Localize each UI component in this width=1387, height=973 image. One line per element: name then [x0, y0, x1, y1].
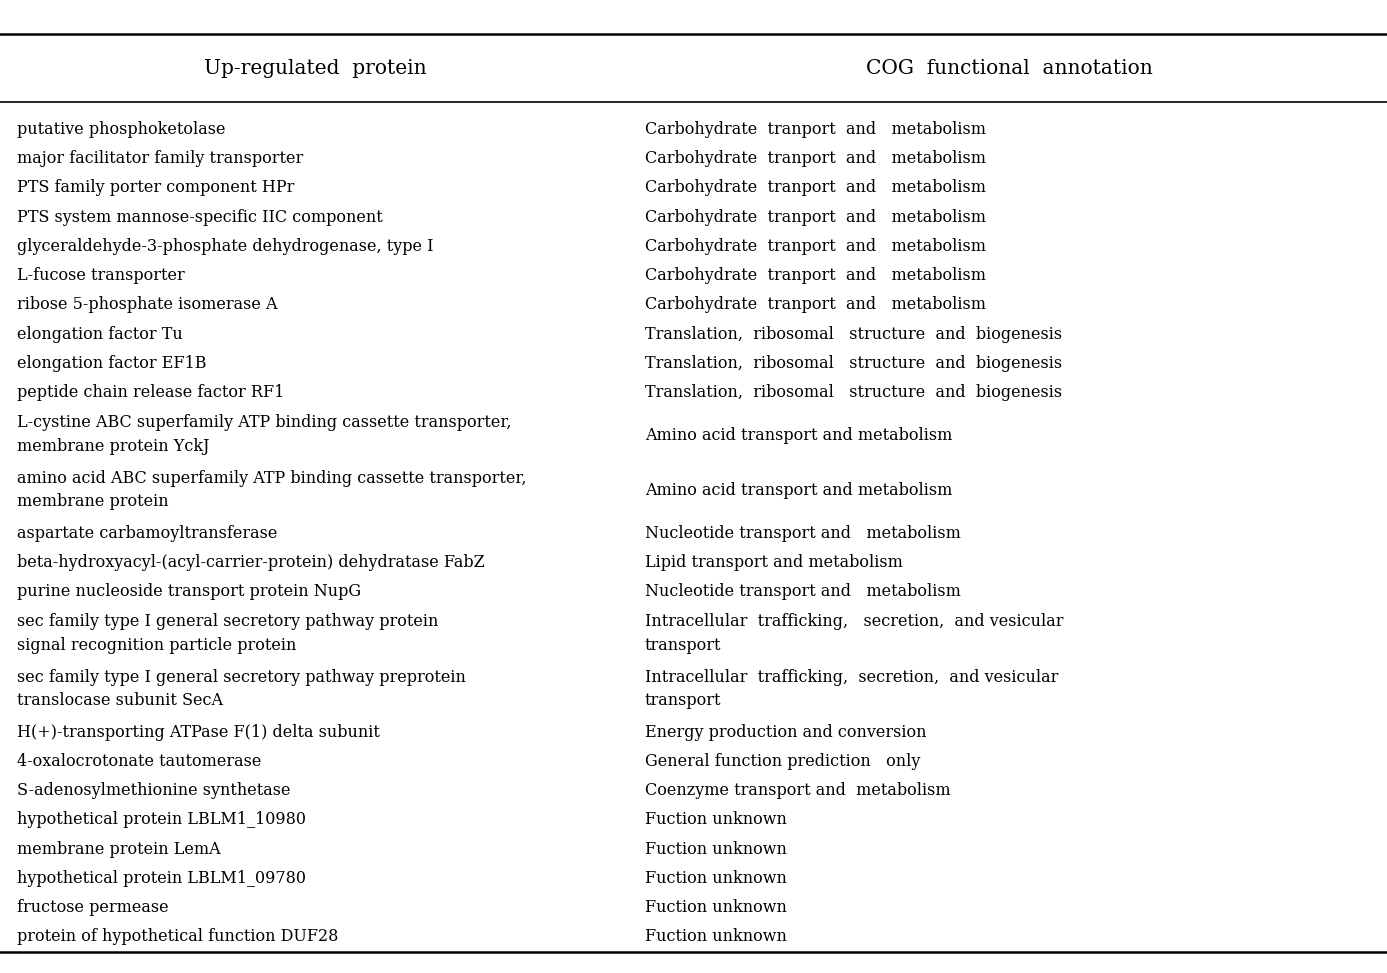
Text: elongation factor Tu: elongation factor Tu: [17, 326, 183, 342]
Text: S-adenosylmethionine synthetase: S-adenosylmethionine synthetase: [17, 782, 290, 799]
Text: L-cystine ABC superfamily ATP binding cassette transporter,
membrane protein Yck: L-cystine ABC superfamily ATP binding ca…: [17, 414, 512, 454]
Text: Amino acid transport and metabolism: Amino acid transport and metabolism: [645, 483, 953, 499]
Text: Translation,  ribosomal   structure  and  biogenesis: Translation, ribosomal structure and bio…: [645, 384, 1062, 401]
Text: Carbohydrate  tranport  and   metabolism: Carbohydrate tranport and metabolism: [645, 268, 986, 284]
Text: Energy production and conversion: Energy production and conversion: [645, 724, 927, 740]
Text: elongation factor EF1B: elongation factor EF1B: [17, 355, 207, 372]
Text: ribose 5-phosphate isomerase A: ribose 5-phosphate isomerase A: [17, 297, 277, 313]
Text: Carbohydrate  tranport  and   metabolism: Carbohydrate tranport and metabolism: [645, 209, 986, 226]
Text: Fuction unknown: Fuction unknown: [645, 928, 786, 946]
Text: major facilitator family transporter: major facilitator family transporter: [17, 150, 302, 167]
Text: COG  functional  annotation: COG functional annotation: [865, 58, 1153, 78]
Text: hypothetical protein LBLM1_09780: hypothetical protein LBLM1_09780: [17, 870, 305, 887]
Text: membrane protein LemA: membrane protein LemA: [17, 841, 221, 857]
Text: aspartate carbamoyltransferase: aspartate carbamoyltransferase: [17, 524, 277, 542]
Text: Translation,  ribosomal   structure  and  biogenesis: Translation, ribosomal structure and bio…: [645, 326, 1062, 342]
Text: Fuction unknown: Fuction unknown: [645, 870, 786, 887]
Text: hypothetical protein LBLM1_10980: hypothetical protein LBLM1_10980: [17, 811, 305, 828]
Text: glyceraldehyde-3-phosphate dehydrogenase, type I: glyceraldehyde-3-phosphate dehydrogenase…: [17, 238, 433, 255]
Text: sec family type I general secretory pathway protein
signal recognition particle : sec family type I general secretory path…: [17, 613, 438, 654]
Text: Fuction unknown: Fuction unknown: [645, 841, 786, 857]
Text: Intracellular  trafficking,  secretion,  and vesicular
transport: Intracellular trafficking, secretion, an…: [645, 668, 1058, 709]
Text: Carbohydrate  tranport  and   metabolism: Carbohydrate tranport and metabolism: [645, 297, 986, 313]
Text: Fuction unknown: Fuction unknown: [645, 899, 786, 917]
Text: H(+)-transporting ATPase F(1) delta subunit: H(+)-transporting ATPase F(1) delta subu…: [17, 724, 380, 740]
Text: Carbohydrate  tranport  and   metabolism: Carbohydrate tranport and metabolism: [645, 179, 986, 197]
Text: L-fucose transporter: L-fucose transporter: [17, 268, 184, 284]
Text: Nucleotide transport and   metabolism: Nucleotide transport and metabolism: [645, 524, 961, 542]
Text: PTS family porter component HPr: PTS family porter component HPr: [17, 179, 294, 197]
Text: putative phosphoketolase: putative phosphoketolase: [17, 121, 225, 138]
Text: fructose permease: fructose permease: [17, 899, 168, 917]
Text: Translation,  ribosomal   structure  and  biogenesis: Translation, ribosomal structure and bio…: [645, 355, 1062, 372]
Text: Amino acid transport and metabolism: Amino acid transport and metabolism: [645, 427, 953, 444]
Text: protein of hypothetical function DUF28: protein of hypothetical function DUF28: [17, 928, 338, 946]
Text: Nucleotide transport and   metabolism: Nucleotide transport and metabolism: [645, 583, 961, 600]
Text: peptide chain release factor RF1: peptide chain release factor RF1: [17, 384, 284, 401]
Text: sec family type I general secretory pathway preprotein
translocase subunit SecA: sec family type I general secretory path…: [17, 668, 466, 709]
Text: amino acid ABC superfamily ATP binding cassette transporter,
membrane protein: amino acid ABC superfamily ATP binding c…: [17, 470, 526, 510]
Text: PTS system mannose-specific IIC component: PTS system mannose-specific IIC componen…: [17, 209, 383, 226]
Text: Fuction unknown: Fuction unknown: [645, 811, 786, 828]
Text: General function prediction   only: General function prediction only: [645, 753, 921, 770]
Text: 4-oxalocrotonate tautomerase: 4-oxalocrotonate tautomerase: [17, 753, 261, 770]
Text: Carbohydrate  tranport  and   metabolism: Carbohydrate tranport and metabolism: [645, 121, 986, 138]
Text: beta-hydroxyacyl-(acyl-carrier-protein) dehydratase FabZ: beta-hydroxyacyl-(acyl-carrier-protein) …: [17, 554, 484, 571]
Text: purine nucleoside transport protein NupG: purine nucleoside transport protein NupG: [17, 583, 361, 600]
Text: Up-regulated  protein: Up-regulated protein: [204, 58, 427, 78]
Text: Carbohydrate  tranport  and   metabolism: Carbohydrate tranport and metabolism: [645, 238, 986, 255]
Text: Carbohydrate  tranport  and   metabolism: Carbohydrate tranport and metabolism: [645, 150, 986, 167]
Text: Lipid transport and metabolism: Lipid transport and metabolism: [645, 554, 903, 571]
Text: Coenzyme transport and  metabolism: Coenzyme transport and metabolism: [645, 782, 950, 799]
Text: Intracellular  trafficking,   secretion,  and vesicular
transport: Intracellular trafficking, secretion, an…: [645, 613, 1064, 654]
